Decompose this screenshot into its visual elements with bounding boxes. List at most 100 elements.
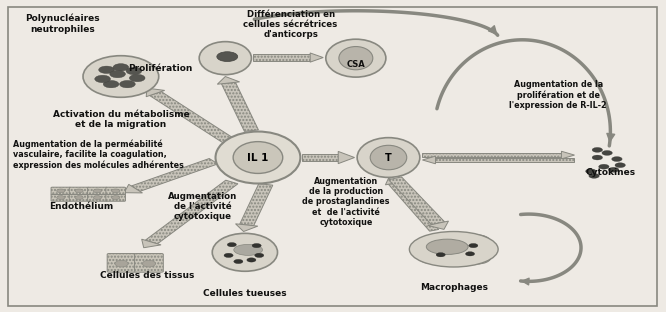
Circle shape xyxy=(611,157,622,162)
Circle shape xyxy=(254,253,264,257)
Polygon shape xyxy=(124,184,143,193)
Ellipse shape xyxy=(93,189,101,193)
Circle shape xyxy=(615,163,625,168)
Polygon shape xyxy=(310,53,323,62)
Ellipse shape xyxy=(216,132,300,183)
Circle shape xyxy=(467,242,496,256)
Circle shape xyxy=(462,251,491,264)
FancyBboxPatch shape xyxy=(88,187,107,194)
Ellipse shape xyxy=(75,189,83,193)
Circle shape xyxy=(609,167,619,172)
Circle shape xyxy=(126,67,142,75)
FancyBboxPatch shape xyxy=(107,254,136,272)
Text: Augmentation de la
prolifération et de
l'expression de R-IL-2: Augmentation de la prolifération et de l… xyxy=(509,80,607,110)
Text: Cytokines: Cytokines xyxy=(585,168,635,177)
FancyBboxPatch shape xyxy=(135,254,163,272)
Circle shape xyxy=(120,80,135,88)
Ellipse shape xyxy=(326,39,386,77)
Text: Polynucléaires
neutrophiles: Polynucléaires neutrophiles xyxy=(25,14,99,34)
Ellipse shape xyxy=(410,232,498,267)
Ellipse shape xyxy=(426,239,468,255)
Polygon shape xyxy=(428,221,448,229)
Polygon shape xyxy=(338,151,354,163)
Circle shape xyxy=(466,252,475,256)
Text: CSA: CSA xyxy=(346,60,365,69)
Text: Prolifération: Prolifération xyxy=(129,64,192,73)
Text: Augmentation
de l'activité
cytotoxique: Augmentation de l'activité cytotoxique xyxy=(168,192,237,221)
Polygon shape xyxy=(131,158,218,191)
FancyBboxPatch shape xyxy=(88,194,107,201)
Circle shape xyxy=(469,243,478,248)
Circle shape xyxy=(602,150,612,155)
Polygon shape xyxy=(561,151,575,159)
Text: IL 1: IL 1 xyxy=(247,153,268,163)
Polygon shape xyxy=(253,55,310,61)
Text: Augmentation
de la production
de prostaglandines
et  de l'activité
cytotoxique: Augmentation de la production de prostag… xyxy=(302,177,390,227)
Circle shape xyxy=(462,235,490,248)
Text: Macrophages: Macrophages xyxy=(420,283,488,292)
Text: T: T xyxy=(385,153,392,163)
Polygon shape xyxy=(236,224,258,232)
FancyBboxPatch shape xyxy=(69,187,89,194)
Circle shape xyxy=(592,148,603,152)
Polygon shape xyxy=(388,177,445,225)
Ellipse shape xyxy=(370,145,407,170)
Circle shape xyxy=(99,66,115,73)
Circle shape xyxy=(436,253,446,257)
Circle shape xyxy=(418,250,447,264)
Circle shape xyxy=(599,164,609,169)
Polygon shape xyxy=(145,180,238,244)
Polygon shape xyxy=(147,88,165,97)
Circle shape xyxy=(227,242,236,247)
Polygon shape xyxy=(422,153,561,157)
Polygon shape xyxy=(436,158,575,162)
Circle shape xyxy=(217,52,238,61)
Ellipse shape xyxy=(111,189,120,193)
Circle shape xyxy=(95,75,111,83)
Circle shape xyxy=(589,173,599,178)
Polygon shape xyxy=(150,92,234,143)
Ellipse shape xyxy=(234,244,262,255)
Polygon shape xyxy=(386,178,400,185)
FancyBboxPatch shape xyxy=(51,187,71,194)
Ellipse shape xyxy=(93,196,101,199)
Ellipse shape xyxy=(339,46,373,70)
FancyBboxPatch shape xyxy=(51,194,71,201)
Circle shape xyxy=(103,80,119,88)
Ellipse shape xyxy=(199,41,252,75)
Ellipse shape xyxy=(357,138,420,178)
Text: Augmentation de la perméabilité
vasculaire, facilite la coagulation,
expression : Augmentation de la perméabilité vasculai… xyxy=(13,139,184,170)
Text: Cellules des tissus: Cellules des tissus xyxy=(100,271,194,280)
Circle shape xyxy=(247,258,256,262)
Ellipse shape xyxy=(57,189,65,193)
Polygon shape xyxy=(142,239,161,248)
FancyBboxPatch shape xyxy=(69,194,89,201)
Polygon shape xyxy=(388,183,439,231)
Circle shape xyxy=(224,253,233,257)
Polygon shape xyxy=(240,184,273,226)
Circle shape xyxy=(592,155,603,160)
Ellipse shape xyxy=(143,260,155,267)
Circle shape xyxy=(252,243,261,248)
Circle shape xyxy=(113,64,129,71)
Polygon shape xyxy=(222,82,258,131)
Circle shape xyxy=(419,235,448,249)
FancyBboxPatch shape xyxy=(106,194,125,201)
Circle shape xyxy=(234,259,243,264)
Polygon shape xyxy=(302,154,338,161)
Text: Activation du métabolisme
et de la migration: Activation du métabolisme et de la migra… xyxy=(53,110,189,129)
Polygon shape xyxy=(422,156,436,164)
Text: Endothélium: Endothélium xyxy=(49,202,114,211)
Text: Différenciation en
cellules sécrétrices
d'anticorps: Différenciation en cellules sécrétrices … xyxy=(244,10,338,39)
Ellipse shape xyxy=(57,196,65,199)
Circle shape xyxy=(129,74,145,82)
Circle shape xyxy=(414,242,442,256)
Ellipse shape xyxy=(83,56,159,97)
FancyBboxPatch shape xyxy=(106,187,125,194)
Polygon shape xyxy=(217,76,240,84)
Circle shape xyxy=(440,251,468,264)
Ellipse shape xyxy=(212,233,278,271)
Circle shape xyxy=(440,234,468,247)
Circle shape xyxy=(110,71,125,78)
Circle shape xyxy=(585,169,596,174)
